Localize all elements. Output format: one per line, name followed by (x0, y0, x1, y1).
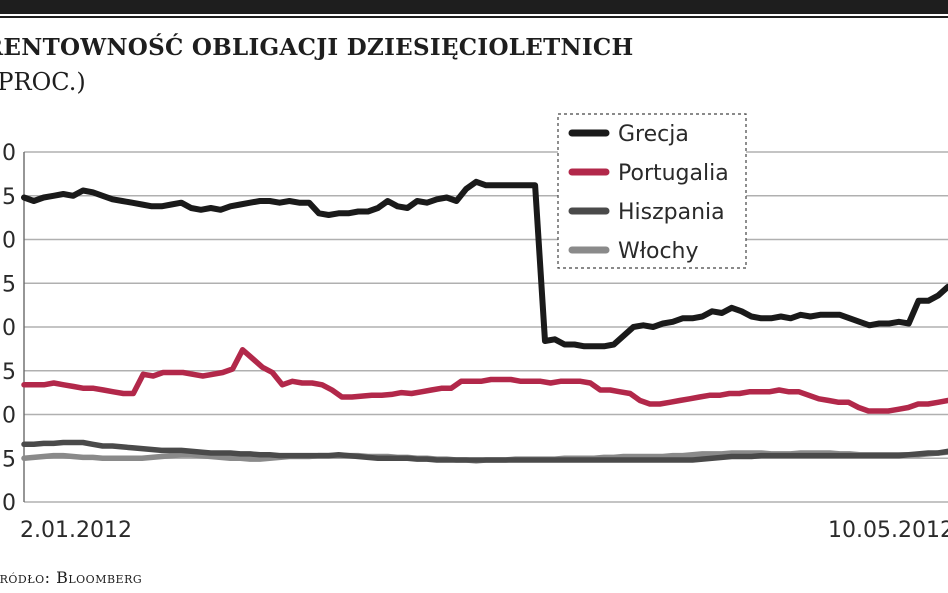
legend: Grecja Portugalia Hiszpania Włochy (557, 113, 747, 269)
x-tick-label: 2.01.2012 (20, 518, 132, 543)
y-tick-label: 5 (2, 447, 16, 472)
x-tick-labels: 2.01.2012 10.05.2012 (20, 518, 948, 543)
series-lines (21, 178, 948, 464)
y-tick-label: 0 (2, 316, 16, 341)
source-note: Źródło: Bloomberg (0, 568, 143, 587)
y-tick-label: 5 (2, 360, 16, 385)
series-line-hiszpania (21, 439, 948, 463)
legend-label: Portugalia (618, 161, 729, 186)
x-tick-label: 10.05.2012 (828, 518, 948, 543)
chart-subtitle: (PROC.) (0, 68, 86, 96)
y-tick-label: 5 (2, 272, 16, 297)
series-line-portugalia (21, 347, 948, 414)
y-tick-label: 0 (2, 141, 16, 166)
y-tick-label: 0 (2, 491, 16, 516)
y-tick-labels: 0 5 0 5 0 5 0 5 0 (2, 141, 16, 516)
top-bar-line (0, 16, 948, 18)
y-tick-label: 5 (2, 185, 16, 210)
legend-label: Grecja (618, 122, 689, 147)
legend-box (557, 113, 747, 269)
legend-label: Włochy (618, 239, 699, 264)
y-tick-label: 0 (2, 404, 16, 429)
series-line-grecja (21, 178, 948, 350)
legend-label: Hiszpania (618, 200, 725, 225)
top-bar (0, 0, 948, 14)
chart-title: RENTOWNOŚĆ OBLIGACJI DZIESIĘCIOLETNICH (0, 34, 634, 61)
y-tick-label: 0 (2, 229, 16, 254)
